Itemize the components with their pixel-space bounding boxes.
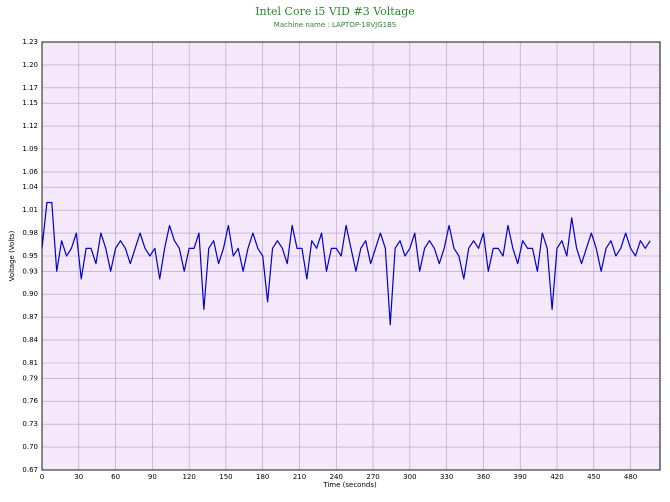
- x-tick-label: 480: [624, 473, 637, 481]
- x-tick-label: 210: [293, 473, 306, 481]
- y-tick-label: 0.93: [22, 267, 38, 275]
- y-tick-label: 0.76: [22, 397, 38, 405]
- y-tick-label: 0.79: [22, 374, 38, 382]
- x-tick-label: 90: [148, 473, 157, 481]
- y-tick-label: 1.06: [22, 168, 38, 176]
- y-tick-label: 1.15: [22, 99, 38, 107]
- y-tick-label: 1.09: [22, 145, 38, 153]
- y-tick-label: 1.01: [22, 206, 38, 214]
- x-tick-label: 420: [550, 473, 563, 481]
- x-tick-label: 60: [111, 473, 120, 481]
- y-tick-label: 1.12: [22, 122, 38, 130]
- data-line: [41, 201, 651, 326]
- y-tick-label: 0.98: [22, 229, 38, 237]
- y-tick-label: 0.67: [22, 466, 38, 474]
- y-tick-label: 0.84: [22, 336, 38, 344]
- y-tick-label: 1.20: [22, 61, 38, 69]
- y-tick-label: 0.95: [22, 252, 38, 260]
- x-tick-label: 450: [587, 473, 600, 481]
- y-tick-label: 0.70: [22, 443, 38, 451]
- y-tick-label: 0.90: [22, 290, 38, 298]
- y-tick-label: 0.73: [22, 420, 38, 428]
- x-tick-label: 300: [403, 473, 416, 481]
- x-tick-label: 30: [74, 473, 83, 481]
- x-tick-label: 360: [477, 473, 490, 481]
- x-tick-label: 330: [440, 473, 453, 481]
- x-tick-label: 390: [514, 473, 527, 481]
- y-tick-label: 1.17: [22, 84, 38, 92]
- x-tick-label: 0: [40, 473, 44, 481]
- x-tick-label: 270: [366, 473, 379, 481]
- x-axis-label: Time (seconds): [322, 481, 377, 489]
- plot-border: [41, 41, 661, 471]
- y-tick-label: 1.04: [22, 183, 38, 191]
- x-tick-label: 120: [182, 473, 195, 481]
- x-tick-label: 240: [330, 473, 343, 481]
- chart-subtitle: Machine name : LAPTOP-18VJG1BS: [274, 21, 397, 29]
- chart-title: Intel Core i5 VID #3 Voltage: [255, 5, 415, 18]
- x-tick-label: 180: [256, 473, 269, 481]
- y-tick-label: 0.81: [22, 359, 38, 367]
- x-tick-label: 150: [219, 473, 232, 481]
- y-tick-label: 0.87: [22, 313, 38, 321]
- y-axis-label: Voltage (Volts): [8, 230, 16, 281]
- y-tick-label: 1.23: [22, 38, 38, 46]
